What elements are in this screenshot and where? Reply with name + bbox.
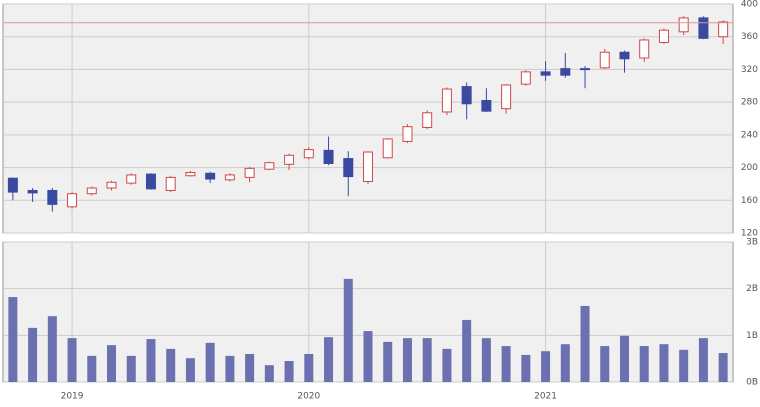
volume-bar [541, 351, 551, 382]
volume-bar [501, 346, 511, 382]
volume-bar [718, 353, 728, 382]
candle-body [86, 187, 97, 195]
volume-bar [600, 346, 610, 382]
candle-body [205, 172, 216, 180]
volume-bar [383, 341, 393, 382]
candle-body [402, 126, 413, 142]
volume-bar [146, 339, 156, 382]
candle-body [718, 21, 729, 38]
volume-bar [107, 345, 117, 382]
volume-bar [8, 297, 18, 382]
volume-bar [422, 338, 432, 382]
volume-bar [619, 335, 629, 382]
candle-body [47, 189, 58, 205]
volume-bar [126, 355, 136, 382]
volume-bar [402, 338, 412, 382]
volume-bar [47, 316, 57, 382]
candle-body [441, 88, 452, 113]
candle-body [343, 158, 354, 178]
candle-body [639, 39, 650, 59]
x-tick-label: 2020 [297, 392, 320, 402]
volume-bar [324, 337, 334, 382]
candle-body [244, 167, 255, 178]
candle-body [224, 174, 235, 181]
volume-bar [245, 354, 255, 382]
candle-body [126, 174, 137, 184]
candle-body [284, 154, 295, 165]
candle-body [27, 189, 38, 194]
volume-bar [698, 338, 708, 382]
y-tick-label: 1B [746, 331, 758, 341]
y-tick-label: 240 [741, 130, 758, 140]
candle-body [619, 51, 630, 60]
volume-bar [363, 331, 373, 382]
candle-body [145, 173, 156, 190]
candle-body [540, 71, 551, 76]
volume-bar [679, 349, 689, 382]
volume-bar [442, 348, 452, 382]
candle-body [580, 68, 591, 71]
volume-bar [87, 355, 97, 382]
y-tick-label: 200 [741, 163, 758, 173]
volume-bar [225, 355, 235, 382]
candle-body [422, 112, 433, 128]
candle-body [501, 84, 512, 110]
volume-bar [560, 344, 570, 382]
candle-body [560, 68, 571, 76]
y-tick-label: 280 [741, 98, 758, 108]
candle-body [461, 86, 472, 105]
volume-bar [343, 278, 353, 382]
y-tick-label: 320 [741, 65, 758, 75]
volume-bar [462, 319, 472, 382]
volume-bar [205, 342, 215, 382]
volume-bar [304, 354, 314, 382]
candle-body [185, 171, 196, 177]
volume-bar [580, 305, 590, 382]
candle-body [363, 151, 373, 182]
volume-bar [185, 358, 195, 382]
candle-body [323, 149, 334, 164]
candle-body [7, 177, 18, 193]
candle-body [165, 176, 176, 191]
candle-body [106, 181, 117, 189]
x-tick-label: 2021 [534, 392, 557, 402]
volume-bar [166, 348, 176, 382]
candle-body [698, 17, 709, 39]
y-tick-label: 360 [741, 32, 758, 42]
volume-bar [28, 327, 38, 382]
candle-body [481, 100, 492, 112]
y-tick-label: 400 [741, 0, 758, 10]
y-tick-label: 120 [741, 229, 758, 239]
y-tick-label: 0B [746, 378, 758, 388]
candle-body [520, 71, 531, 85]
volume-bar [639, 346, 649, 382]
candle-body [599, 51, 610, 69]
volume-bar [264, 365, 274, 382]
candle-body [658, 29, 669, 43]
plot-area [2, 3, 734, 234]
volume-bar [521, 354, 531, 382]
candle-body [67, 193, 78, 208]
y-tick-label: 2B [746, 284, 758, 294]
candle-body [382, 138, 393, 159]
candle-body [678, 17, 689, 33]
x-tick-label: 2019 [61, 392, 84, 402]
y-tick-label: 3B [746, 238, 758, 248]
y-tick-label: 160 [741, 196, 758, 206]
volume-bar [481, 338, 491, 382]
candle-body [303, 149, 314, 159]
volume-bar [67, 338, 77, 382]
volume-bar [659, 344, 669, 382]
volume-bar [284, 361, 294, 382]
candle-body [264, 162, 275, 170]
